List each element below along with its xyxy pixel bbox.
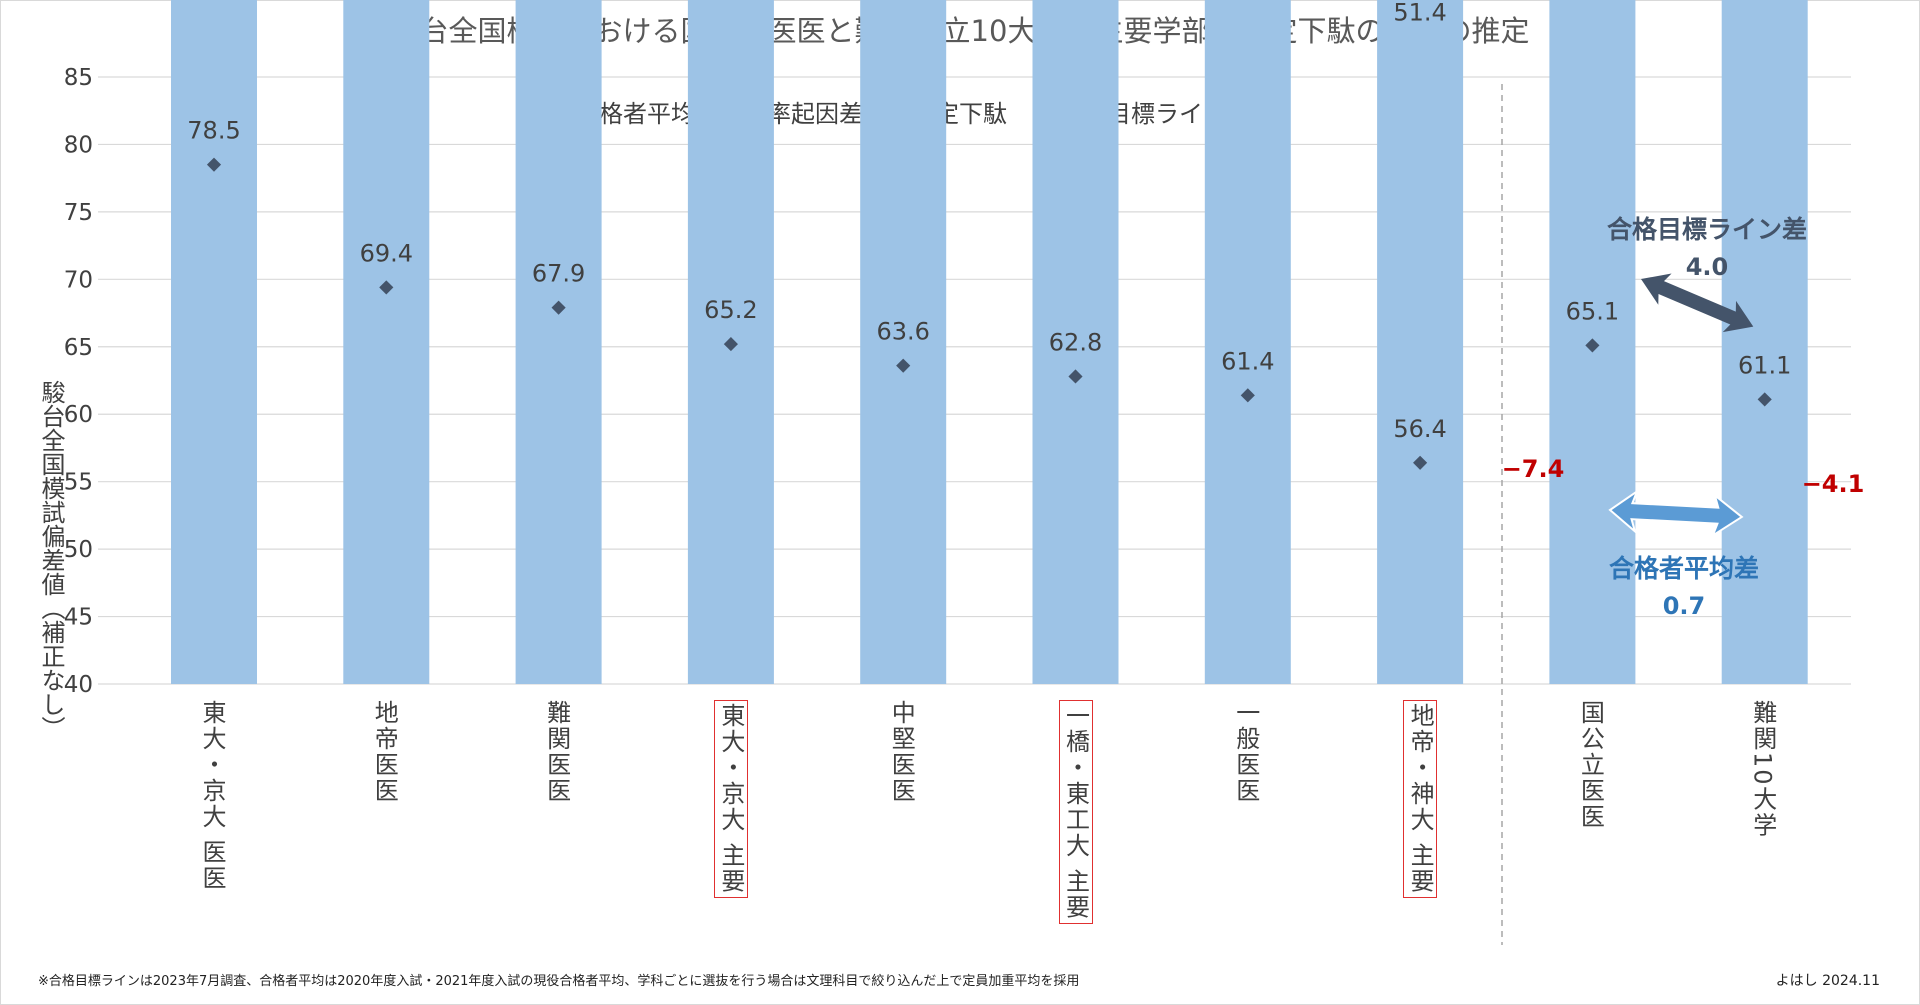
y-tick-label: 60	[64, 402, 93, 428]
data-label: 53.3	[1221, 0, 1274, 1]
y-tick-label: 65	[64, 335, 93, 361]
y-tick-label: 80	[64, 132, 93, 158]
category-label: 一般医医	[1231, 700, 1260, 804]
category-label: 中堅医医	[887, 700, 916, 804]
category-label: 国公立医医	[1576, 700, 1605, 830]
target-marker	[723, 337, 738, 352]
category-label: 東大・京大 医医	[198, 700, 226, 892]
category-label: 地帝・神大 主要	[1403, 700, 1438, 898]
target-marker	[1068, 369, 1083, 384]
target-label: 67.9	[532, 260, 585, 288]
target-marker	[379, 280, 394, 295]
target-label: 65.1	[1566, 297, 1619, 325]
bar-segment-avg	[515, 0, 602, 684]
target-label: 78.5	[187, 117, 240, 145]
bar-segment-avg	[1032, 0, 1119, 684]
bar-segment-avg	[1204, 0, 1291, 684]
y-tick-label: 50	[64, 537, 93, 563]
bar-segment-avg	[860, 0, 947, 685]
bar-segment-avg	[1721, 0, 1808, 685]
bar-segment-avg	[343, 0, 430, 684]
category-label: 一橋・東工大 主要	[1058, 700, 1093, 924]
y-tick-label: 85	[64, 65, 93, 91]
footnote: ※合格目標ラインは2023年7月調査、合格者平均は2020年度入試・2021年度…	[38, 974, 1080, 989]
credit: よはし 2024.11	[1775, 973, 1880, 989]
y-tick-label: 70	[64, 267, 93, 293]
target-diff-arrow	[1641, 273, 1754, 333]
y-axis-label: 駿台全国模試偏差値（補正なし）	[37, 380, 65, 740]
target-diff-value: 4.0	[1686, 253, 1729, 281]
target-diff-label: 合格目標ライン差	[1607, 215, 1807, 244]
category-label: 難関10大学	[1748, 700, 1777, 839]
target-label: 63.6	[876, 318, 929, 346]
bar-segment-avg	[1377, 0, 1464, 685]
category-label: 地帝医医	[370, 700, 399, 804]
target-label: 61.4	[1221, 347, 1274, 375]
target-label: 56.4	[1393, 415, 1446, 443]
y-tick-label: 55	[64, 470, 93, 496]
category-label: 東大・京大 主要	[713, 700, 748, 898]
avg-diff-label: 合格者平均差	[1609, 554, 1759, 583]
bar-segment-avg	[171, 0, 257, 684]
target-label: 65.2	[704, 296, 757, 324]
target-marker	[896, 358, 911, 373]
target-marker	[206, 157, 222, 172]
avg-diff-arrow	[1608, 488, 1744, 538]
y-tick-label: 40	[64, 672, 93, 698]
y-tick-label: 45	[64, 605, 93, 631]
target-marker	[1757, 392, 1772, 407]
target-label: 61.1	[1738, 351, 1791, 379]
delta-label-left: −7.4	[1502, 455, 1565, 483]
target-marker	[1585, 338, 1600, 353]
target-marker	[1240, 388, 1255, 403]
target-label: 62.8	[1049, 328, 1102, 356]
target-marker	[1413, 455, 1428, 470]
target-marker	[551, 300, 566, 315]
avg-diff-value: 0.7	[1663, 592, 1706, 620]
y-tick-label: 75	[64, 200, 93, 226]
data-label: 51.4	[1393, 0, 1446, 27]
target-label: 69.4	[360, 239, 413, 267]
category-label: 難関医医	[542, 700, 571, 804]
delta-label-right: −4.1	[1802, 470, 1865, 498]
